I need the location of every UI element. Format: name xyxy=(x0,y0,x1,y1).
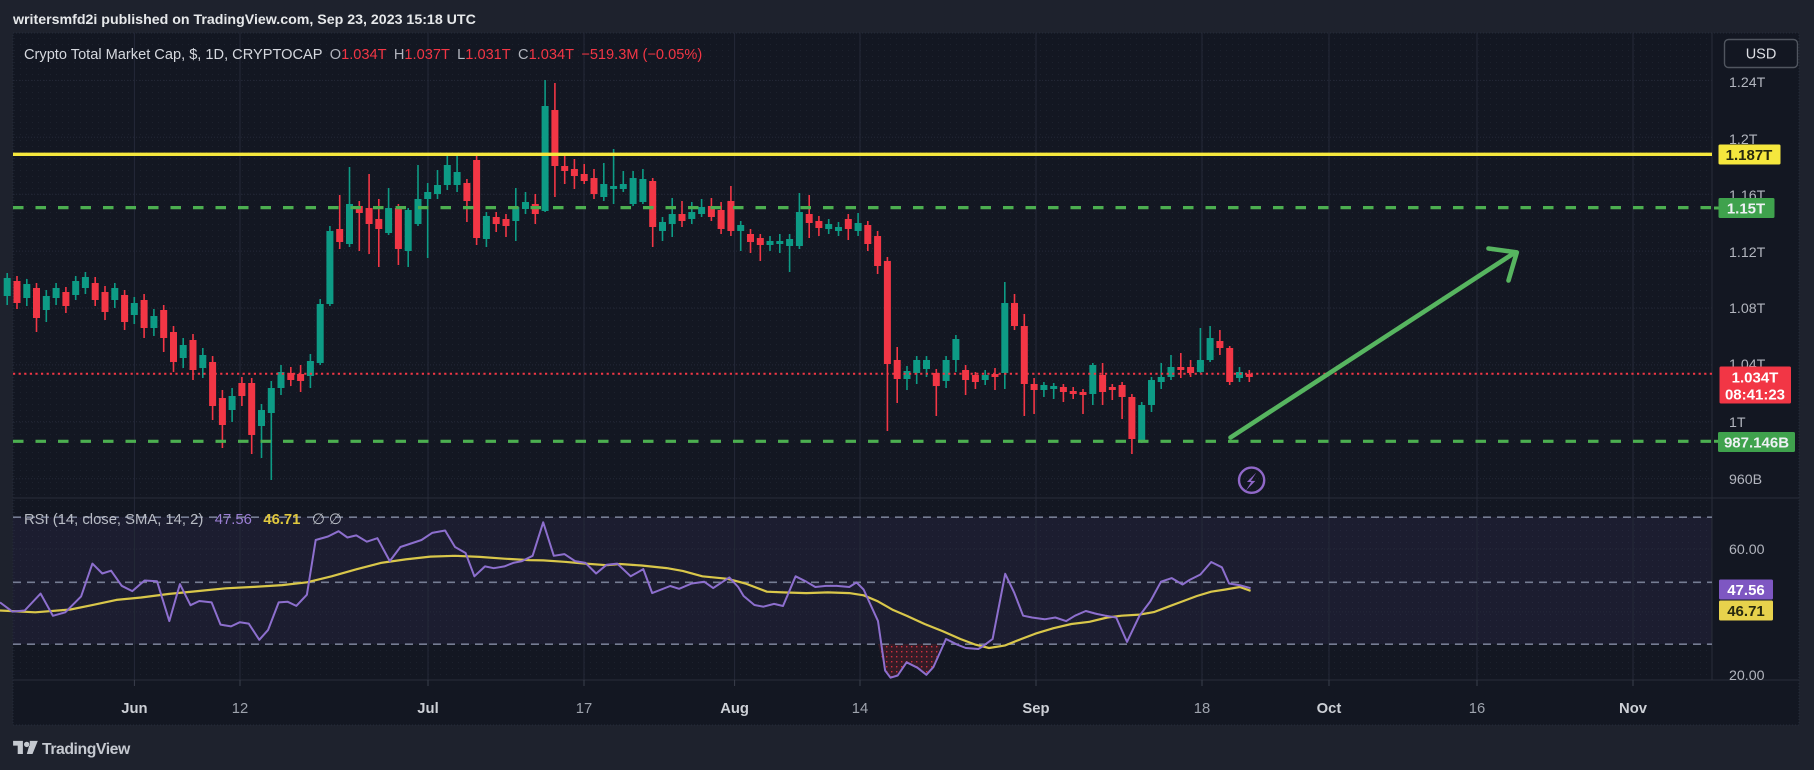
svg-text:Nov: Nov xyxy=(1619,701,1648,717)
svg-text:16: 16 xyxy=(1469,701,1485,717)
svg-text:1.12T: 1.12T xyxy=(1729,245,1766,261)
svg-text:TradingView: TradingView xyxy=(42,741,131,758)
svg-text:12: 12 xyxy=(232,701,248,717)
svg-text:USD: USD xyxy=(1746,47,1777,63)
svg-text:20.00: 20.00 xyxy=(1729,668,1765,684)
svg-text:Jul: Jul xyxy=(417,701,438,717)
svg-text:1.2T: 1.2T xyxy=(1729,132,1758,148)
svg-text:17: 17 xyxy=(576,701,592,717)
svg-text:Crypto Total Market Cap, $, 1D: Crypto Total Market Cap, $, 1D, CRYPTOCA… xyxy=(24,47,702,63)
svg-text:987.146B: 987.146B xyxy=(1724,434,1789,451)
svg-text:1.187T: 1.187T xyxy=(1726,147,1773,164)
svg-text:Jun: Jun xyxy=(121,701,147,717)
svg-text:14: 14 xyxy=(852,701,868,717)
svg-text:60.00: 60.00 xyxy=(1729,542,1765,558)
svg-text:1.24T: 1.24T xyxy=(1729,75,1766,91)
svg-text:1.15T: 1.15T xyxy=(1727,200,1765,217)
svg-text:46.71: 46.71 xyxy=(1727,603,1765,620)
svg-text:RSI (14, close, SMA, 14, 2) 4: RSI (14, close, SMA, 14, 2) 47.56 46.71 … xyxy=(24,512,342,528)
svg-text:18: 18 xyxy=(1194,701,1210,717)
svg-text:08:41:23: 08:41:23 xyxy=(1725,387,1785,404)
svg-text:Aug: Aug xyxy=(720,701,749,717)
svg-text:47.56: 47.56 xyxy=(1727,582,1765,599)
svg-text:Sep: Sep xyxy=(1022,701,1049,717)
svg-text:Oct: Oct xyxy=(1317,701,1342,717)
svg-text:960B: 960B xyxy=(1729,472,1762,488)
svg-text:1T: 1T xyxy=(1729,415,1746,431)
svg-text:1.08T: 1.08T xyxy=(1729,301,1766,317)
svg-text:1.034T: 1.034T xyxy=(1732,369,1779,386)
svg-text:writersmfd2i published on Trad: writersmfd2i published on TradingView.co… xyxy=(12,12,476,28)
